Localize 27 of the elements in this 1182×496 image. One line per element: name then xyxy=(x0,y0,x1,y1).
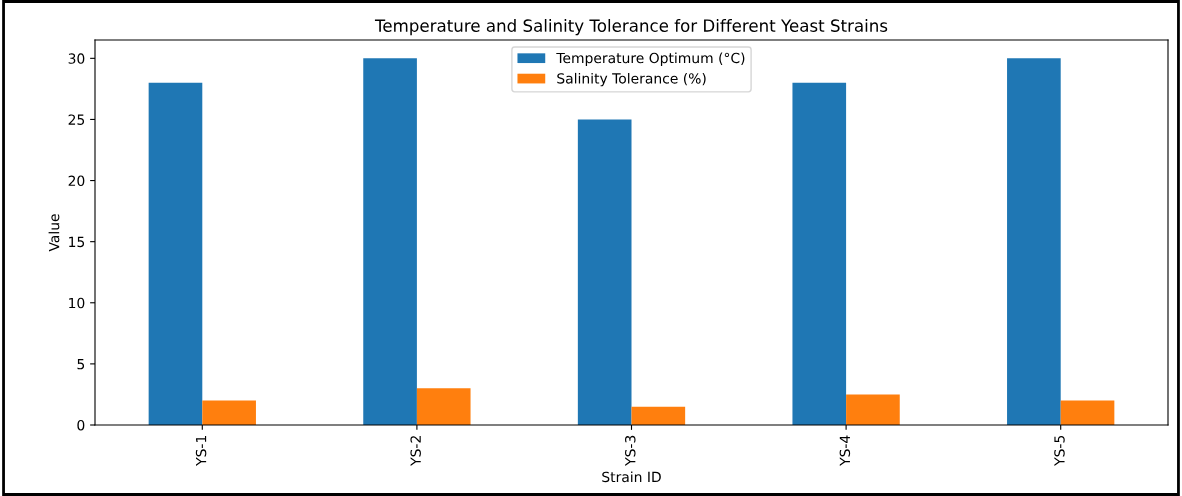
bar xyxy=(363,58,417,425)
y-tick-label: 25 xyxy=(68,114,85,125)
y-tick-label: 10 xyxy=(69,297,85,309)
y-tick-label: 0 xyxy=(77,419,85,431)
y-tick-label: 5 xyxy=(77,359,85,370)
bar xyxy=(1007,58,1061,425)
chart-title: Temperature and Salinity Tolerance for Different Yeast Strains xyxy=(374,19,888,36)
x-tick-label: YS-4 xyxy=(839,435,851,466)
bar xyxy=(416,388,471,425)
legend-label: Temperature Optimum (°C) xyxy=(556,52,745,66)
bar xyxy=(1060,400,1115,425)
bar xyxy=(846,394,900,425)
bar xyxy=(792,82,847,425)
y-tick-label: 15 xyxy=(69,236,85,248)
x-tick-label: YS-5 xyxy=(1054,435,1065,466)
bar xyxy=(202,400,256,425)
x-tick-label: YS-2 xyxy=(410,436,421,466)
legend-label: Salinity Tolerance (%) xyxy=(557,72,706,87)
y-tick-label: 20 xyxy=(68,175,85,187)
y-axis-title: Value xyxy=(48,214,60,252)
x-tick-label: YS-1 xyxy=(195,436,207,466)
x-axis-title: Strain ID xyxy=(602,471,661,483)
bar xyxy=(631,406,686,425)
bar xyxy=(577,119,632,425)
bar xyxy=(148,82,203,425)
y-tick-label: 30 xyxy=(68,53,85,64)
x-tick-label: YS-3 xyxy=(625,435,636,466)
